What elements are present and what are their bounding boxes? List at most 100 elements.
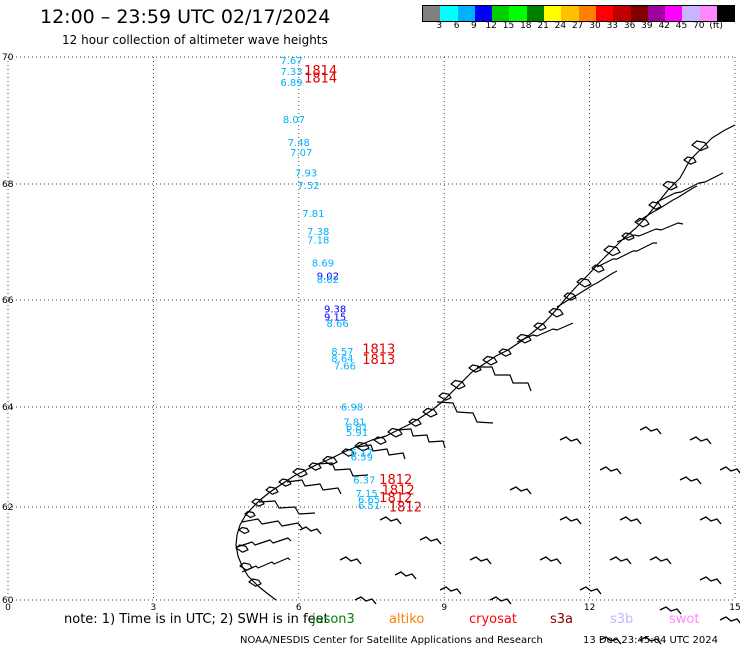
wave-height-label: 7.81 bbox=[343, 418, 365, 429]
island bbox=[354, 441, 370, 452]
colorbar-swatch bbox=[682, 6, 700, 21]
wave-height-label: 8.66 bbox=[326, 319, 348, 330]
colorbar-label: 24 bbox=[554, 21, 567, 31]
wave-height-observations: 7.677.336.89 8.07 7.487.07 7.93 7.52 7.81 7.38… bbox=[280, 56, 380, 512]
wave-height-label: 6.59 bbox=[351, 453, 373, 464]
colorbar-swatch bbox=[578, 6, 596, 21]
wave-height-label: 7.15 bbox=[356, 489, 378, 500]
wave-height-label: 6.81 bbox=[346, 423, 368, 434]
colorbar-swatch bbox=[699, 6, 718, 21]
colorbar-label: 15 bbox=[502, 21, 515, 31]
longitude-label: 9 bbox=[441, 603, 447, 613]
colorbar-label: 36 bbox=[623, 21, 636, 31]
colorbar-swatch bbox=[665, 6, 683, 21]
island bbox=[603, 245, 621, 257]
lake bbox=[599, 636, 622, 645]
lake bbox=[339, 556, 362, 565]
graticule bbox=[7, 56, 736, 601]
wave-height-label: 8.07 bbox=[283, 115, 305, 126]
latitude-label: 66 bbox=[2, 296, 14, 306]
cycle-label: 1812 bbox=[379, 491, 412, 506]
lake bbox=[719, 616, 740, 624]
longitude-label: 3 bbox=[151, 603, 157, 613]
wave-height-label: 7.18 bbox=[307, 236, 329, 247]
map-subtitle: 12 hour collection of altimeter wave hei… bbox=[62, 33, 328, 47]
wave-height-label: 8.57 bbox=[331, 347, 353, 358]
colorbar-label: 12 bbox=[485, 21, 497, 31]
wave-height-label: 9.15 bbox=[324, 312, 346, 323]
cycle-label: 1813 bbox=[362, 343, 395, 358]
colorbar-swatch bbox=[474, 6, 493, 21]
lake bbox=[599, 466, 622, 475]
cycle-label: 1813 bbox=[362, 353, 395, 368]
colorbar-swatch bbox=[440, 6, 458, 21]
island bbox=[450, 379, 466, 390]
lake bbox=[649, 556, 672, 565]
wave-height-label: 9.02 bbox=[317, 272, 339, 283]
lake bbox=[679, 476, 702, 485]
fjord-inlet bbox=[356, 444, 406, 460]
island bbox=[563, 292, 577, 301]
wave-height-label: 9.38 bbox=[324, 304, 346, 315]
island bbox=[292, 467, 308, 478]
lake bbox=[469, 556, 492, 565]
island bbox=[422, 407, 438, 418]
latitude-label: 60 bbox=[2, 596, 14, 606]
fjord-inlet bbox=[436, 401, 494, 424]
satellite-legend-s3b: s3b bbox=[610, 612, 634, 627]
lake bbox=[699, 516, 722, 525]
map-title: 12:00 – 23:59 UTC 02/17/2024 bbox=[40, 6, 331, 28]
island bbox=[591, 264, 605, 273]
island bbox=[308, 462, 322, 471]
lake bbox=[509, 486, 532, 495]
colorbar-swatch bbox=[526, 6, 545, 21]
lake bbox=[354, 596, 377, 605]
island bbox=[438, 392, 452, 401]
longitude-label: 15 bbox=[729, 603, 740, 613]
wave-height-label: 7.33 bbox=[280, 67, 302, 78]
satellite-legend-cryosat: cryosat bbox=[469, 612, 517, 627]
wave-height-label: 6.65 bbox=[358, 495, 380, 506]
island bbox=[548, 307, 564, 318]
latitude-label: 68 bbox=[2, 180, 14, 190]
colorbar-swatch bbox=[509, 6, 527, 21]
lake bbox=[689, 436, 712, 445]
wave-height-label: 7.66 bbox=[334, 362, 356, 373]
note-text: note: 1) Time is in UTC; 2) SWH is in fe… bbox=[64, 612, 329, 627]
island bbox=[235, 544, 249, 553]
fjord-inlet bbox=[636, 185, 698, 223]
colorbar-label: 6 bbox=[453, 21, 460, 31]
colorbar-label: 27 bbox=[571, 21, 584, 31]
island bbox=[621, 232, 635, 241]
cycle-label: 1814 bbox=[304, 71, 337, 86]
wave-height-label: 8.62 bbox=[317, 275, 339, 286]
coastline bbox=[235, 124, 740, 645]
cycle-label: 1812 bbox=[389, 501, 422, 516]
colorbar-swatch bbox=[630, 6, 648, 21]
island bbox=[373, 436, 387, 445]
island bbox=[576, 277, 592, 288]
island bbox=[498, 348, 512, 357]
colorbar-swatch bbox=[492, 6, 510, 21]
lake bbox=[699, 576, 722, 585]
lake bbox=[719, 466, 740, 474]
colorbar-label: 39 bbox=[641, 21, 653, 31]
fjord-inlet bbox=[396, 428, 446, 449]
fjord-inlet bbox=[477, 366, 532, 392]
fjord-inlet bbox=[656, 172, 724, 203]
island bbox=[482, 355, 498, 366]
colorbar-swatch bbox=[544, 6, 562, 21]
island bbox=[516, 333, 532, 344]
lake bbox=[639, 636, 662, 645]
lake bbox=[489, 596, 512, 605]
colorbar-swatch bbox=[595, 6, 614, 21]
latitude-label: 62 bbox=[2, 503, 13, 513]
island bbox=[533, 322, 547, 331]
longitude-label: 12 bbox=[584, 603, 595, 613]
island bbox=[251, 498, 265, 507]
lake bbox=[619, 516, 642, 525]
satellite-legend-jason3: jason3 bbox=[312, 612, 355, 627]
colorbar-label: 18 bbox=[520, 21, 532, 31]
